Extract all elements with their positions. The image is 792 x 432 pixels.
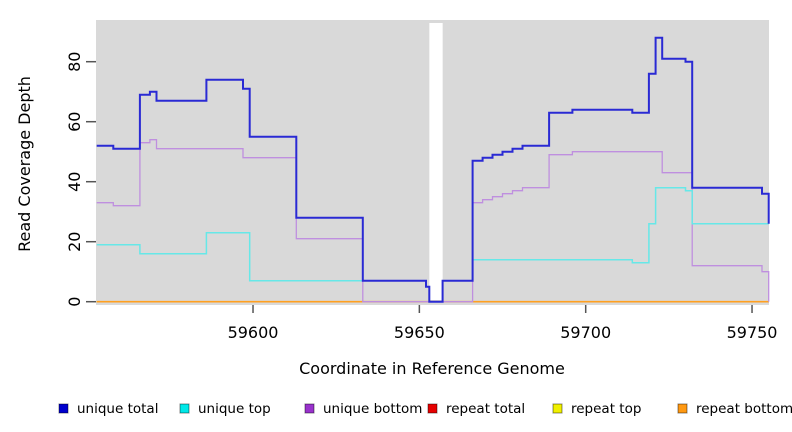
legend-label-unique-top: unique top	[198, 401, 271, 417]
x-tick-label: 59750	[727, 323, 778, 342]
x-tick-label: 59650	[394, 323, 445, 342]
legend-label-repeat-total: repeat total	[446, 401, 525, 417]
no-data-gap-band	[429, 23, 443, 300]
y-axis-title: Read Coverage Depth	[15, 76, 34, 252]
y-tick-label: 80	[65, 52, 84, 72]
legend-label-unique-bottom: unique bottom	[323, 401, 422, 417]
y-tick-label: 20	[65, 232, 84, 252]
y-tick-label: 40	[65, 172, 84, 192]
legend-swatch-repeat-bottom	[677, 403, 688, 414]
y-tick-label: 0	[65, 297, 84, 307]
series-unique-bottom	[96, 139, 770, 303]
legend-swatch-unique-bottom	[304, 403, 315, 414]
x-axis-title: Coordinate in Reference Genome	[299, 359, 565, 378]
legend-swatch-unique-top	[179, 403, 190, 414]
legend-swatch-unique-total	[58, 403, 69, 414]
legend-label-repeat-bottom: repeat bottom	[696, 401, 792, 417]
x-tick-label: 59700	[560, 323, 611, 342]
x-tick-label: 59600	[228, 323, 279, 342]
legend-swatch-repeat-top	[552, 403, 563, 414]
legend-swatch-repeat-total	[427, 403, 438, 414]
y-tick-label: 60	[65, 112, 84, 132]
legend-label-repeat-top: repeat top	[571, 401, 641, 417]
legend-label-unique-total: unique total	[77, 401, 158, 417]
series-unique-total	[96, 36, 770, 303]
